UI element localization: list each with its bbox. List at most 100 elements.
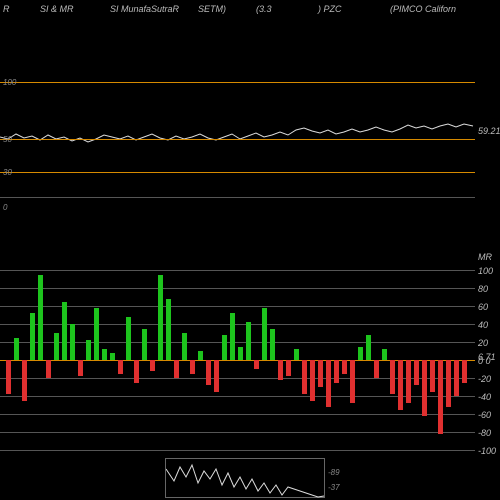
histogram-panel <box>0 270 475 450</box>
histogram-bar <box>134 360 139 383</box>
gridline <box>0 288 475 289</box>
histogram-bar <box>270 329 275 361</box>
axis-label: -60 <box>478 410 491 420</box>
histogram-bar <box>198 351 203 360</box>
histogram-bar <box>230 313 235 360</box>
axis-label: 0 <box>3 203 7 212</box>
gridline <box>0 432 475 433</box>
axis-label: 20 <box>478 338 488 348</box>
histogram-bar <box>22 360 27 401</box>
axis-label: 50 <box>3 135 12 144</box>
histogram-bar <box>334 360 339 383</box>
histogram-bar <box>302 360 307 394</box>
histogram-bar <box>94 308 99 360</box>
header-label: (3.3 <box>256 4 272 14</box>
axis-label: 40 <box>478 320 488 330</box>
histogram-bar <box>70 324 75 360</box>
header-label: SETM) <box>198 4 226 14</box>
histogram-bar <box>102 349 107 360</box>
mini-line <box>166 465 324 497</box>
histogram-bar <box>158 275 163 361</box>
mini-axis-label: -89 <box>328 468 340 477</box>
histogram-bar <box>310 360 315 401</box>
histogram-bar <box>118 360 123 374</box>
histogram-bar <box>262 308 267 360</box>
histogram-bar <box>206 360 211 385</box>
histogram-bar <box>110 353 115 360</box>
gridline <box>0 172 475 173</box>
histogram-bar <box>174 360 179 378</box>
histogram-bar <box>462 360 467 383</box>
price-current-value: 59.21 <box>478 126 500 136</box>
axis-label: -40 <box>478 392 491 402</box>
mini-line-chart <box>166 459 326 499</box>
gridline <box>0 306 475 307</box>
histogram-bar <box>454 360 459 396</box>
gridline <box>0 360 475 361</box>
histogram-bar <box>350 360 355 403</box>
histogram-current-value: 6.71 <box>478 352 496 362</box>
header-label: R <box>3 4 10 14</box>
price-panel: 10050300 <box>0 82 475 197</box>
histogram-bar <box>430 360 435 392</box>
histogram-bar <box>30 313 35 360</box>
histogram-bar <box>14 338 19 361</box>
gridline <box>0 450 475 451</box>
mini-indicator-panel: -89-37 <box>165 458 325 498</box>
histogram-bar <box>182 333 187 360</box>
histogram-bar <box>246 322 251 360</box>
axis-label: 80 <box>478 284 488 294</box>
histogram-bar <box>294 349 299 360</box>
histogram-bar <box>222 335 227 360</box>
histogram-bar <box>390 360 395 394</box>
histogram-bar <box>326 360 331 407</box>
histogram-bar <box>78 360 83 376</box>
axis-label: -100 <box>478 446 496 456</box>
histogram-bar <box>126 317 131 360</box>
histogram-bar <box>46 360 51 378</box>
histogram-bar <box>238 347 243 361</box>
gridline <box>0 139 475 140</box>
histogram-bar <box>342 360 347 374</box>
histogram-bar <box>366 335 371 360</box>
gridline <box>0 82 475 83</box>
histogram-bar <box>398 360 403 410</box>
histogram-bar <box>62 302 67 361</box>
histogram-bar <box>214 360 219 392</box>
axis-label: 60 <box>478 302 488 312</box>
histogram-bar <box>358 347 363 361</box>
histogram-bar <box>438 360 443 434</box>
histogram-bar <box>414 360 419 385</box>
histogram-bar <box>6 360 11 394</box>
histogram-bar <box>446 360 451 407</box>
histogram-bar <box>86 340 91 360</box>
gridline <box>0 414 475 415</box>
histogram-bar <box>254 360 259 369</box>
histogram-bar <box>318 360 323 387</box>
header-label: SI MunafaSutraR <box>110 4 179 14</box>
histogram-bar <box>190 360 195 374</box>
gridline <box>0 270 475 271</box>
gridline <box>0 197 475 198</box>
histogram-bar <box>150 360 155 371</box>
axis-label: -20 <box>478 374 491 384</box>
header-label: (PIMCO Californ <box>390 4 456 14</box>
axis-label: 100 <box>3 78 16 87</box>
histogram-bar <box>142 329 147 361</box>
axis-label: -80 <box>478 428 491 438</box>
histogram-bar <box>278 360 283 380</box>
histogram-bar <box>38 275 43 361</box>
mr-indicator-label: MR <box>478 252 492 262</box>
histogram-bar <box>406 360 411 403</box>
header-row: RSI & MRSI MunafaSutraRSETM)(3.3) PZC(PI… <box>0 4 500 18</box>
gridline <box>0 378 475 379</box>
histogram-bar <box>286 360 291 376</box>
histogram-bar <box>54 333 59 360</box>
gridline <box>0 396 475 397</box>
axis-label: 100 <box>478 266 493 276</box>
mini-axis-label: -37 <box>328 483 340 492</box>
histogram-bar <box>166 299 171 360</box>
histogram-bar <box>382 349 387 360</box>
axis-label: 30 <box>3 168 12 177</box>
histogram-bar <box>422 360 427 416</box>
